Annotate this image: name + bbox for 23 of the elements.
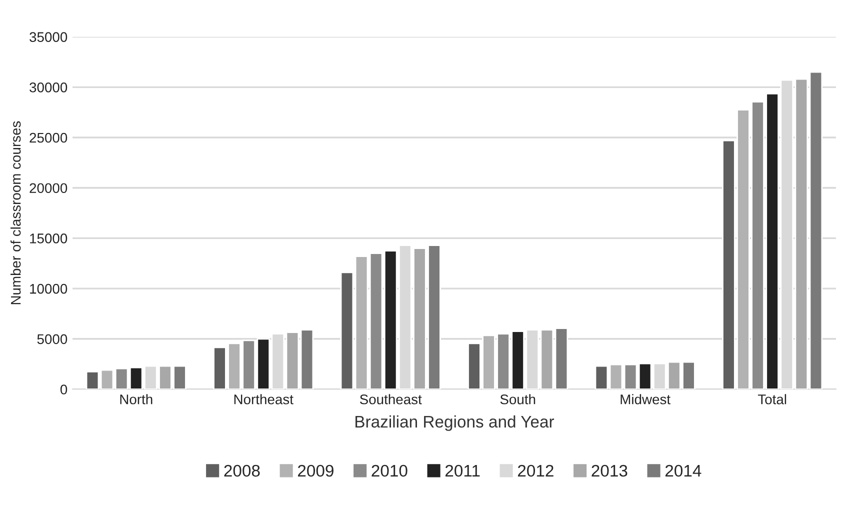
x-tick-label: Midwest [620,394,670,404]
y-tick-label: 30000 [30,82,68,92]
y-tick-label: 25000 [30,132,68,143]
x-tick-label: Northeast [234,394,294,404]
y-tick-label: 5000 [37,334,68,344]
legend-label: 2009 [298,464,334,477]
y-tick-label: 20000 [30,183,68,194]
x-tick-label: South [500,394,536,404]
y-tick-label: 0 [60,384,68,394]
x-tick-label: Southeast [360,394,422,404]
x-tick-label: North [120,394,152,404]
y-tick-label: 10000 [30,284,68,294]
legend-label: 2013 [592,464,628,477]
legend-label: 2008 [224,464,260,477]
y-tick-label: 15000 [30,234,68,244]
legend-label: 2014 [665,464,702,477]
legend-label: 2011 [445,464,480,477]
y-axis-title: Number of classroom courses [10,121,21,304]
legend-label: 2010 [372,464,408,477]
legend-label: 2012 [518,464,554,477]
x-tick-label: Total [758,394,786,404]
y-tick-label: 35000 [30,32,68,42]
x-axis-title: Brazilian Regions and Year [356,415,554,431]
